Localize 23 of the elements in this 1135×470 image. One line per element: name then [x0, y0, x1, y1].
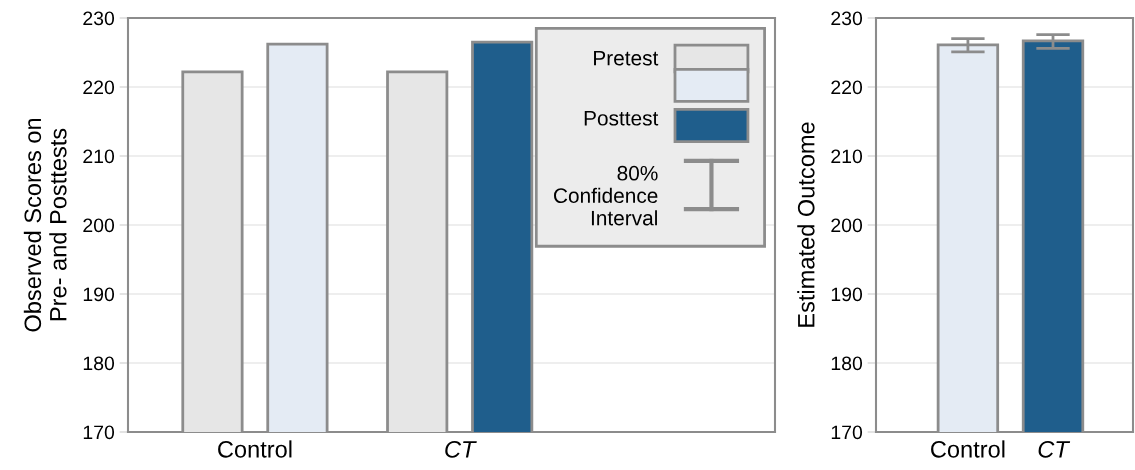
y-tick-label: 200: [83, 218, 115, 233]
y-tick-label: 170: [831, 425, 863, 440]
annotation: 80% Confidence Interval: [554, 165, 658, 226]
y-tick-label: 230: [831, 11, 863, 26]
x-tick-label: Control: [218, 440, 292, 458]
y-tick-label: 220: [831, 80, 863, 95]
y-tick-label: 210: [831, 149, 863, 164]
y-tick-label: 190: [831, 287, 863, 302]
legend-label: Posttest: [584, 111, 659, 126]
y-tick-label: 220: [83, 80, 115, 95]
y-tick-label: 200: [831, 218, 863, 233]
y-axis-title: Observed Scores on Pre- and Posttests: [23, 118, 67, 332]
y-tick-label: 210: [83, 149, 115, 164]
legend-label: Pretest: [594, 50, 659, 66]
y-axis-title: Estimated Outcome: [797, 122, 815, 327]
x-tick-label: Control: [931, 440, 1005, 458]
x-tick-label: CT: [1038, 440, 1071, 458]
y-tick-label: 170: [83, 425, 115, 440]
y-tick-label: 190: [83, 287, 115, 302]
y-tick-label: 180: [83, 356, 115, 371]
y-tick-label: 230: [83, 11, 115, 26]
x-tick-label: CT: [445, 440, 477, 458]
y-tick-label: 180: [831, 356, 863, 371]
